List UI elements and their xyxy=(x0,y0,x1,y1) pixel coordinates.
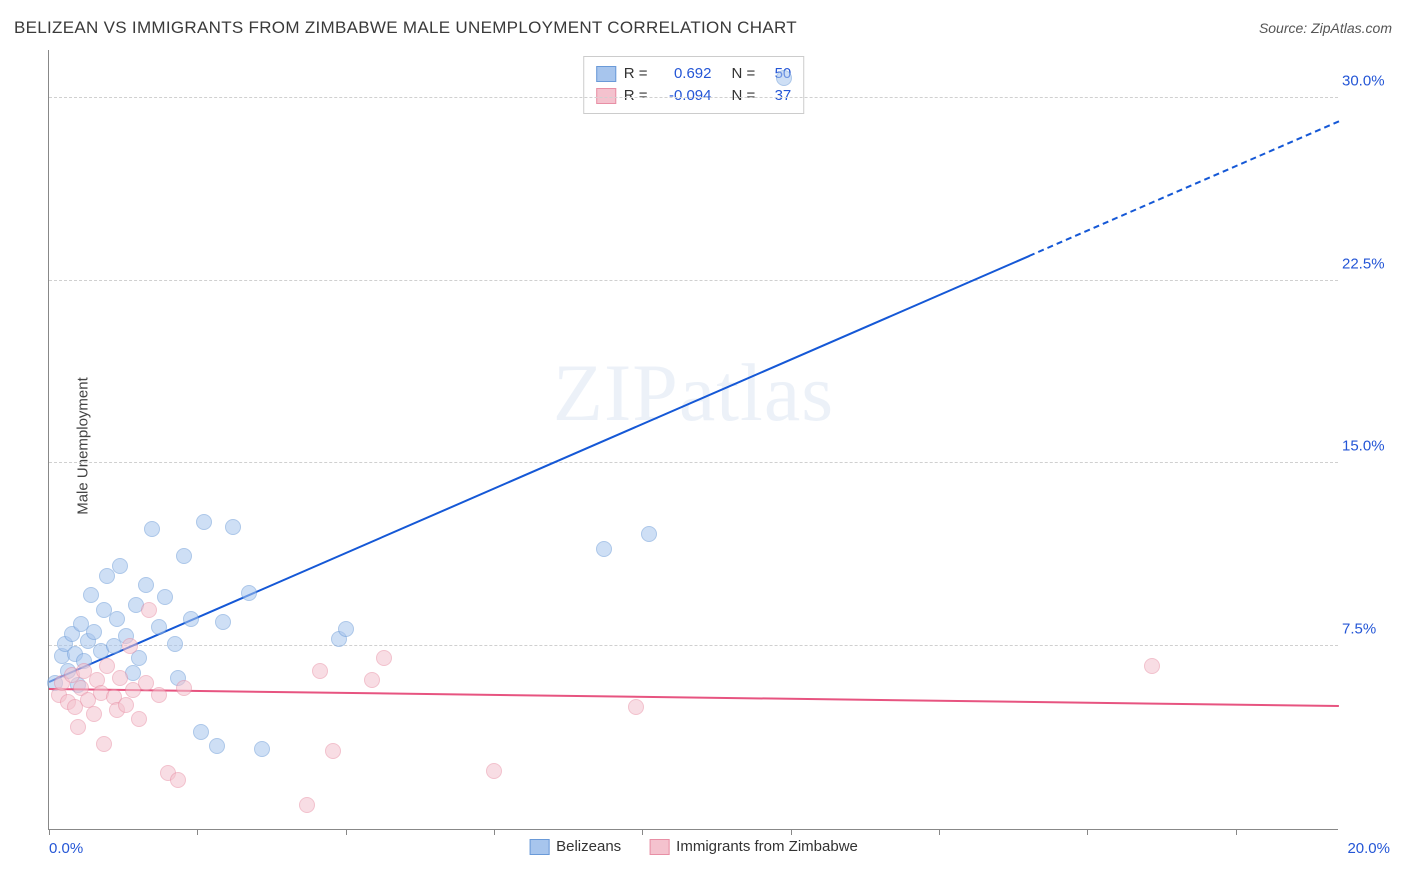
series-legend: Belizeans Immigrants from Zimbabwe xyxy=(529,838,858,855)
watermark-zip: ZIP xyxy=(553,347,679,438)
data-point xyxy=(364,672,380,688)
data-point xyxy=(193,724,209,740)
n-label: N = xyxy=(732,63,756,85)
chart-title: BELIZEAN VS IMMIGRANTS FROM ZIMBABWE MAL… xyxy=(14,18,797,38)
data-point xyxy=(96,736,112,752)
data-point xyxy=(122,638,138,654)
legend-item: Immigrants from Zimbabwe xyxy=(649,838,858,855)
trend-line xyxy=(49,688,1339,707)
y-tick-label: 22.5% xyxy=(1342,255,1400,272)
data-point xyxy=(112,558,128,574)
x-axis-min-label: 0.0% xyxy=(49,840,83,857)
data-point xyxy=(209,738,225,754)
data-point xyxy=(83,587,99,603)
data-point xyxy=(776,70,792,86)
x-tick xyxy=(49,829,50,835)
x-tick xyxy=(1236,829,1237,835)
gridline xyxy=(49,280,1338,281)
y-tick-label: 15.0% xyxy=(1342,438,1400,455)
data-point xyxy=(86,624,102,640)
legend-label: Belizeans xyxy=(556,838,621,855)
plot-area: ZIPatlas R =0.692N =50R =-0.094N =37 Bel… xyxy=(48,50,1338,830)
r-label: R = xyxy=(624,63,648,85)
data-point xyxy=(628,699,644,715)
watermark-atlas: atlas xyxy=(679,347,834,438)
data-point xyxy=(157,589,173,605)
data-point xyxy=(254,741,270,757)
data-point xyxy=(170,772,186,788)
data-point xyxy=(141,602,157,618)
data-point xyxy=(86,706,102,722)
source-label: Source: ZipAtlas.com xyxy=(1259,20,1392,36)
x-tick xyxy=(346,829,347,835)
legend-row: R =0.692N =50 xyxy=(596,63,792,85)
chart-header: BELIZEAN VS IMMIGRANTS FROM ZIMBABWE MAL… xyxy=(14,18,1392,38)
data-point xyxy=(138,577,154,593)
data-point xyxy=(151,687,167,703)
x-tick xyxy=(494,829,495,835)
x-tick xyxy=(791,829,792,835)
x-tick xyxy=(939,829,940,835)
x-tick xyxy=(197,829,198,835)
data-point xyxy=(70,719,86,735)
gridline xyxy=(49,645,1338,646)
x-axis-max-label: 20.0% xyxy=(1347,840,1390,857)
y-tick-label: 7.5% xyxy=(1342,621,1400,638)
data-point xyxy=(118,697,134,713)
data-point xyxy=(144,521,160,537)
data-point xyxy=(312,663,328,679)
data-point xyxy=(486,763,502,779)
x-tick xyxy=(642,829,643,835)
data-point xyxy=(596,541,612,557)
gridline xyxy=(49,97,1338,98)
data-point xyxy=(176,680,192,696)
data-point xyxy=(215,614,231,630)
data-point xyxy=(641,526,657,542)
legend-swatch xyxy=(529,839,549,855)
data-point xyxy=(1144,658,1160,674)
data-point xyxy=(112,670,128,686)
data-point xyxy=(167,636,183,652)
correlation-legend: R =0.692N =50R =-0.094N =37 xyxy=(583,56,805,114)
data-point xyxy=(376,650,392,666)
legend-label: Immigrants from Zimbabwe xyxy=(676,838,858,855)
data-point xyxy=(299,797,315,813)
trend-line xyxy=(1029,120,1339,256)
legend-swatch xyxy=(649,839,669,855)
data-point xyxy=(99,658,115,674)
data-point xyxy=(109,611,125,627)
data-point xyxy=(241,585,257,601)
r-value: 0.692 xyxy=(656,63,712,85)
data-point xyxy=(138,675,154,691)
x-tick xyxy=(1087,829,1088,835)
data-point xyxy=(196,514,212,530)
data-point xyxy=(176,548,192,564)
data-point xyxy=(131,711,147,727)
y-tick-label: 30.0% xyxy=(1342,72,1400,89)
data-point xyxy=(338,621,354,637)
legend-item: Belizeans xyxy=(529,838,621,855)
data-point xyxy=(325,743,341,759)
data-point xyxy=(183,611,199,627)
gridline xyxy=(49,462,1338,463)
legend-swatch xyxy=(596,66,616,82)
data-point xyxy=(225,519,241,535)
data-point xyxy=(151,619,167,635)
